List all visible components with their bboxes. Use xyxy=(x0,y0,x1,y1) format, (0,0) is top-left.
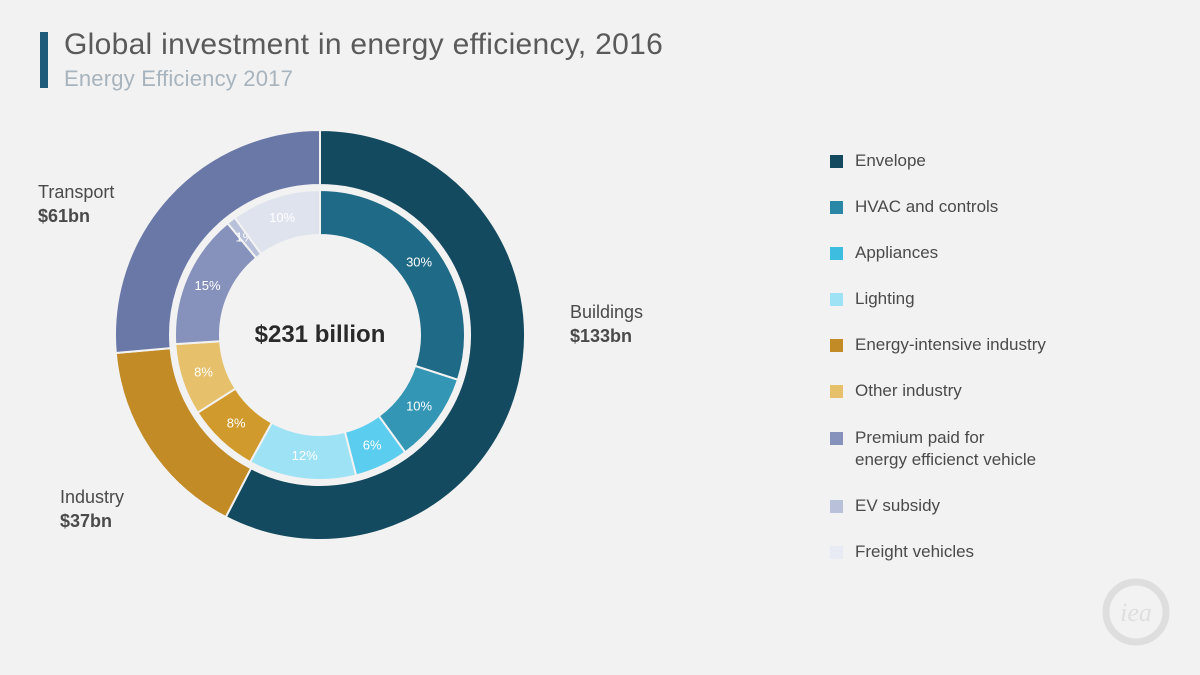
legend-swatch xyxy=(830,155,843,168)
legend-item: Energy-intensive industry xyxy=(830,334,1160,356)
legend-item: EV subsidy xyxy=(830,495,1160,517)
category-value: $133bn xyxy=(570,324,643,348)
legend-item: Premium paid forenergy efficienct vehicl… xyxy=(830,427,1160,471)
legend-item: Lighting xyxy=(830,288,1160,310)
category-value: $37bn xyxy=(60,509,124,533)
category-label-transport: Transport$61bn xyxy=(38,180,114,229)
legend-label: Premium paid forenergy efficienct vehicl… xyxy=(855,427,1036,471)
legend-item: Freight vehicles xyxy=(830,541,1160,563)
slice-label-lighting: 12% xyxy=(292,448,318,463)
legend-label: Envelope xyxy=(855,150,926,172)
legend-label: Lighting xyxy=(855,288,915,310)
category-name: Industry xyxy=(60,485,124,509)
legend-item: Other industry xyxy=(830,380,1160,402)
donut-svg: 30%10%6%12%8%8%15%1%10% xyxy=(100,115,540,555)
legend-label: HVAC and controls xyxy=(855,196,998,218)
chart-legend: Envelope HVAC and controls Appliances Light… xyxy=(830,150,1160,587)
slice-label-other-ind: 8% xyxy=(194,364,213,379)
donut-chart: 30%10%6%12%8%8%15%1%10% $231 billion xyxy=(100,115,540,555)
legend-label: EV subsidy xyxy=(855,495,940,517)
slice-label-appliances: 6% xyxy=(363,437,382,452)
chart-title: Global investment in energy efficiency, … xyxy=(64,28,663,62)
legend-swatch xyxy=(830,432,843,445)
legend-swatch xyxy=(830,339,843,352)
category-value: $61bn xyxy=(38,204,114,228)
legend-swatch xyxy=(830,201,843,214)
category-name: Transport xyxy=(38,180,114,204)
slice-label-ei-industry: 8% xyxy=(227,416,246,431)
legend-swatch xyxy=(830,500,843,513)
legend-swatch xyxy=(830,546,843,559)
legend-swatch xyxy=(830,247,843,260)
slice-label-envelope: 30% xyxy=(406,254,432,269)
slice-label-premium-ev: 15% xyxy=(195,278,221,293)
legend-label: Other industry xyxy=(855,380,962,402)
svg-text:iea: iea xyxy=(1120,598,1152,627)
legend-item: Envelope xyxy=(830,150,1160,172)
slice-label-hvac: 10% xyxy=(406,398,432,413)
legend-swatch xyxy=(830,385,843,398)
slice-label-freight: 10% xyxy=(269,210,295,225)
iea-logo: iea xyxy=(1100,576,1172,653)
legend-item: HVAC and controls xyxy=(830,196,1160,218)
legend-label: Appliances xyxy=(855,242,938,264)
legend-label: Freight vehicles xyxy=(855,541,974,563)
legend-item: Appliances xyxy=(830,242,1160,264)
legend-label: Energy-intensive industry xyxy=(855,334,1046,356)
category-label-buildings: Buildings$133bn xyxy=(570,300,643,349)
category-name: Buildings xyxy=(570,300,643,324)
category-label-industry: Industry$37bn xyxy=(60,485,124,534)
accent-bar xyxy=(40,32,48,88)
legend-swatch xyxy=(830,293,843,306)
chart-subtitle: Energy Efficiency 2017 xyxy=(64,66,293,92)
